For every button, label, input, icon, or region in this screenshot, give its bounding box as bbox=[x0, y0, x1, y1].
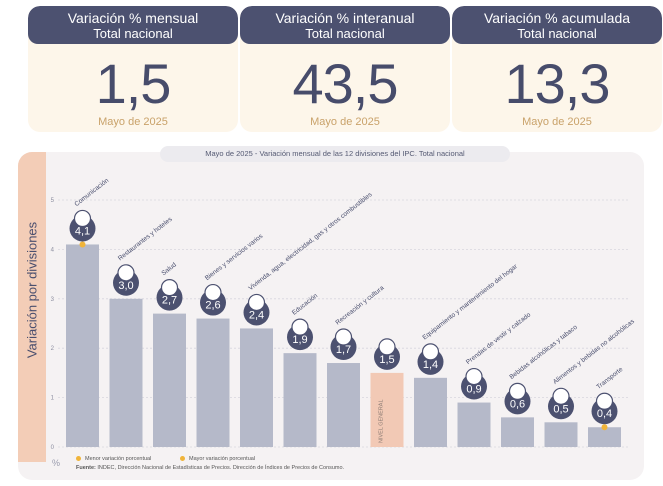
restaurant-icon bbox=[117, 264, 135, 282]
bottle-icon bbox=[508, 382, 527, 400]
source-text: INDEC, Dirección Nacional de Estadística… bbox=[97, 465, 345, 471]
fan-icon bbox=[421, 343, 440, 361]
max-marker bbox=[79, 241, 86, 248]
legend-max: Mayor variación porcentual bbox=[180, 456, 255, 462]
scissors-icon bbox=[204, 283, 222, 302]
bar bbox=[283, 353, 317, 447]
kpi-header: Variación % interanual Total nacional bbox=[240, 6, 450, 44]
kpi-header: Variación % mensual Total nacional bbox=[28, 6, 238, 44]
category-label: Vivienda, agua, electricidad, gas y otro… bbox=[247, 191, 374, 292]
source-note: Fuente: INDEC, Dirección Nacional de Est… bbox=[76, 465, 344, 471]
kpi-date: Mayo de 2025 bbox=[98, 116, 168, 128]
food-icon bbox=[552, 387, 570, 405]
value-label: 1,5 bbox=[379, 354, 394, 366]
value-label: 0,9 bbox=[466, 384, 481, 396]
legend-min: Menor variación porcentual bbox=[76, 456, 151, 462]
umbrella-icon bbox=[334, 328, 353, 346]
bar bbox=[109, 298, 143, 447]
category-label: Salud bbox=[160, 261, 178, 277]
value-label: 3,0 bbox=[118, 280, 133, 292]
bar bbox=[501, 417, 534, 447]
kpi-subtitle: Total nacional bbox=[517, 26, 597, 41]
bus-icon bbox=[595, 392, 614, 410]
bar bbox=[544, 422, 578, 447]
bar bbox=[457, 402, 491, 447]
kpi-value: 13,3 bbox=[504, 52, 611, 115]
category-label: NIVEL GENERAL bbox=[379, 399, 385, 443]
source-label: Fuente: bbox=[76, 465, 96, 471]
value-label: 0,6 bbox=[510, 398, 525, 410]
basket-icon bbox=[378, 338, 396, 356]
category-label: Recreación y cultura bbox=[334, 284, 385, 326]
y-tick-label: 4 bbox=[51, 247, 55, 253]
y-tick-label: 2 bbox=[51, 346, 55, 352]
legend-label: Menor variación porcentual bbox=[85, 456, 152, 462]
bar bbox=[153, 313, 186, 447]
kpi-value: 43,5 bbox=[292, 52, 399, 115]
bar bbox=[327, 363, 360, 447]
kpi-subtitle: Total nacional bbox=[305, 26, 385, 41]
y-tick-label: 5 bbox=[51, 198, 55, 204]
legend-marker bbox=[180, 456, 185, 462]
kpi-title: Variación % interanual bbox=[275, 10, 415, 26]
value-label: 0,5 bbox=[553, 403, 568, 415]
kpi-header: Variación % acumulada Total nacional bbox=[452, 6, 662, 44]
kpi-title: Variación % mensual bbox=[67, 10, 199, 26]
bar bbox=[196, 318, 230, 447]
value-label: 2,4 bbox=[249, 309, 264, 321]
kpi-value: 1,5 bbox=[95, 52, 172, 115]
category-label: Transporte bbox=[595, 366, 624, 391]
bar bbox=[370, 372, 404, 447]
kpi-title: Variación % acumulada bbox=[483, 10, 631, 26]
phone-icon bbox=[73, 209, 92, 228]
category-label: Educación bbox=[291, 292, 320, 316]
kpi-card-accumulated: Variación % acumulada Total nacional 13,… bbox=[452, 6, 662, 132]
bulb-icon bbox=[247, 293, 266, 312]
bar bbox=[588, 427, 621, 447]
kpi-card-interannual: Variación % interanual Total nacional 43… bbox=[240, 6, 450, 132]
min-marker bbox=[601, 424, 608, 431]
category-label: Restaurantes y hoteles bbox=[117, 215, 174, 262]
y-tick-label: 0 bbox=[51, 445, 55, 451]
chart-title: Mayo de 2025 - Variación mensual de las … bbox=[160, 146, 510, 162]
kpi-card-monthly: Variación % mensual Total nacional 1,5 M… bbox=[28, 6, 238, 132]
value-label: 0,4 bbox=[597, 408, 612, 420]
category-label: Prendas de vestir y calzado bbox=[465, 311, 533, 366]
value-label: 1,4 bbox=[423, 359, 438, 371]
bar bbox=[414, 377, 447, 447]
shirt-icon bbox=[465, 367, 483, 386]
y-tick-label: 3 bbox=[51, 297, 55, 303]
bar bbox=[66, 244, 99, 447]
legend-marker bbox=[76, 456, 81, 462]
value-label: 2,7 bbox=[162, 295, 177, 307]
value-label: 2,6 bbox=[205, 300, 220, 312]
legend-label: Mayor variación porcentual bbox=[189, 456, 256, 462]
kpi-date: Mayo de 2025 bbox=[310, 116, 380, 128]
kpi-subtitle: Total nacional bbox=[93, 26, 173, 41]
category-label: Bienes y servicios varios bbox=[204, 232, 265, 282]
kpi-date: Mayo de 2025 bbox=[522, 116, 592, 128]
bar bbox=[240, 328, 273, 447]
y-unit-label: % bbox=[52, 458, 61, 468]
value-label: 1,9 bbox=[292, 334, 307, 346]
book-icon bbox=[291, 318, 309, 336]
value-label: 1,7 bbox=[336, 344, 351, 356]
category-label: Alimentos y bebidas no alcohólicas bbox=[552, 318, 637, 386]
value-label: 4,1 bbox=[75, 225, 90, 237]
y-axis-band bbox=[18, 152, 46, 462]
category-label: Comunicación bbox=[73, 177, 110, 208]
health-cross-icon bbox=[160, 279, 179, 297]
y-tick-label: 1 bbox=[51, 396, 55, 402]
